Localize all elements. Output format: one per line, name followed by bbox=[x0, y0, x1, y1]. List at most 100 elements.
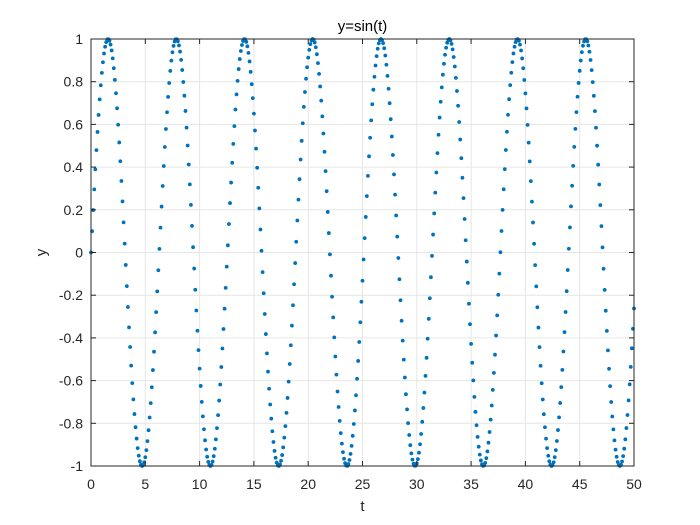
data-point bbox=[500, 208, 505, 212]
data-point bbox=[93, 167, 98, 172]
y-axis-title: y bbox=[33, 248, 50, 256]
data-point bbox=[192, 266, 197, 271]
y-tick-label: 0.8 bbox=[64, 74, 84, 90]
data-point bbox=[577, 68, 582, 73]
data-point bbox=[386, 86, 391, 91]
data-point bbox=[134, 436, 139, 441]
data-point bbox=[181, 80, 186, 84]
data-point bbox=[363, 215, 368, 219]
data-point bbox=[587, 49, 592, 54]
data-point bbox=[118, 159, 123, 164]
data-point bbox=[399, 318, 404, 323]
data-point bbox=[528, 179, 533, 184]
data-point bbox=[372, 74, 377, 79]
data-point bbox=[623, 437, 628, 442]
data-point bbox=[186, 162, 191, 167]
data-point bbox=[271, 440, 276, 444]
data-point bbox=[337, 419, 342, 423]
data-point bbox=[213, 437, 218, 442]
data-point bbox=[303, 90, 307, 94]
data-point bbox=[497, 271, 502, 276]
data-point bbox=[193, 287, 198, 292]
data-point bbox=[501, 187, 506, 192]
data-point bbox=[612, 438, 617, 443]
data-point bbox=[558, 401, 563, 405]
data-point bbox=[286, 379, 291, 384]
data-point bbox=[165, 110, 169, 115]
data-point bbox=[465, 280, 470, 285]
data-point bbox=[573, 126, 578, 131]
data-point bbox=[430, 254, 434, 258]
y-tick-label: 0.2 bbox=[64, 202, 84, 218]
data-point bbox=[233, 107, 238, 112]
data-point bbox=[445, 40, 450, 45]
chart-title: y=sin(t) bbox=[338, 18, 388, 35]
data-point bbox=[520, 56, 525, 61]
data-point bbox=[249, 82, 254, 87]
data-point bbox=[161, 164, 166, 168]
data-point bbox=[326, 231, 331, 235]
data-point bbox=[516, 38, 521, 43]
data-point bbox=[602, 288, 607, 292]
data-point bbox=[250, 96, 255, 101]
data-point bbox=[169, 58, 174, 63]
data-point bbox=[121, 220, 126, 225]
data-point bbox=[581, 43, 585, 48]
data-point bbox=[355, 376, 359, 381]
data-point bbox=[389, 134, 394, 139]
x-tick-label: 45 bbox=[572, 476, 588, 492]
data-point bbox=[168, 69, 173, 73]
data-point bbox=[291, 303, 295, 308]
data-point bbox=[320, 114, 325, 119]
y-tick-label: -0.8 bbox=[59, 415, 83, 431]
data-point bbox=[368, 135, 372, 140]
data-point bbox=[509, 70, 514, 75]
data-point bbox=[190, 224, 194, 228]
data-point bbox=[223, 285, 228, 290]
y-tick-label: 0 bbox=[75, 245, 83, 261]
data-point bbox=[419, 432, 424, 436]
data-point bbox=[232, 124, 237, 128]
data-point bbox=[590, 80, 595, 85]
data-point bbox=[585, 39, 590, 44]
data-point bbox=[615, 460, 620, 464]
data-point bbox=[347, 458, 352, 462]
data-point bbox=[472, 394, 477, 399]
data-point bbox=[536, 325, 541, 330]
data-point bbox=[313, 45, 318, 50]
data-point bbox=[522, 78, 527, 82]
data-point bbox=[557, 415, 561, 420]
data-point bbox=[129, 363, 134, 368]
data-point bbox=[195, 328, 200, 333]
data-point bbox=[321, 131, 326, 136]
data-point bbox=[437, 115, 442, 120]
data-point bbox=[287, 362, 292, 366]
data-point bbox=[588, 58, 593, 62]
data-point bbox=[229, 180, 233, 185]
data-point bbox=[436, 132, 441, 137]
data-point bbox=[339, 441, 344, 446]
data-point bbox=[362, 236, 367, 241]
data-point bbox=[461, 196, 466, 201]
data-point bbox=[562, 330, 567, 335]
data-point bbox=[455, 89, 459, 93]
data-point bbox=[299, 138, 304, 143]
data-point bbox=[525, 122, 530, 127]
x-tick-label: 40 bbox=[518, 476, 534, 492]
data-point bbox=[427, 296, 432, 301]
data-point bbox=[512, 44, 517, 49]
data-point bbox=[252, 111, 256, 116]
data-point bbox=[230, 160, 235, 165]
data-point bbox=[629, 346, 634, 351]
data-point bbox=[246, 51, 251, 55]
data-point bbox=[215, 426, 219, 431]
data-point bbox=[508, 83, 513, 88]
data-point bbox=[404, 392, 408, 397]
data-point bbox=[554, 439, 559, 443]
data-point bbox=[131, 397, 136, 402]
data-point bbox=[431, 232, 435, 237]
data-point bbox=[370, 102, 375, 107]
data-point bbox=[625, 413, 630, 417]
data-point bbox=[553, 448, 558, 452]
y-tick-label: -0.6 bbox=[59, 373, 83, 389]
